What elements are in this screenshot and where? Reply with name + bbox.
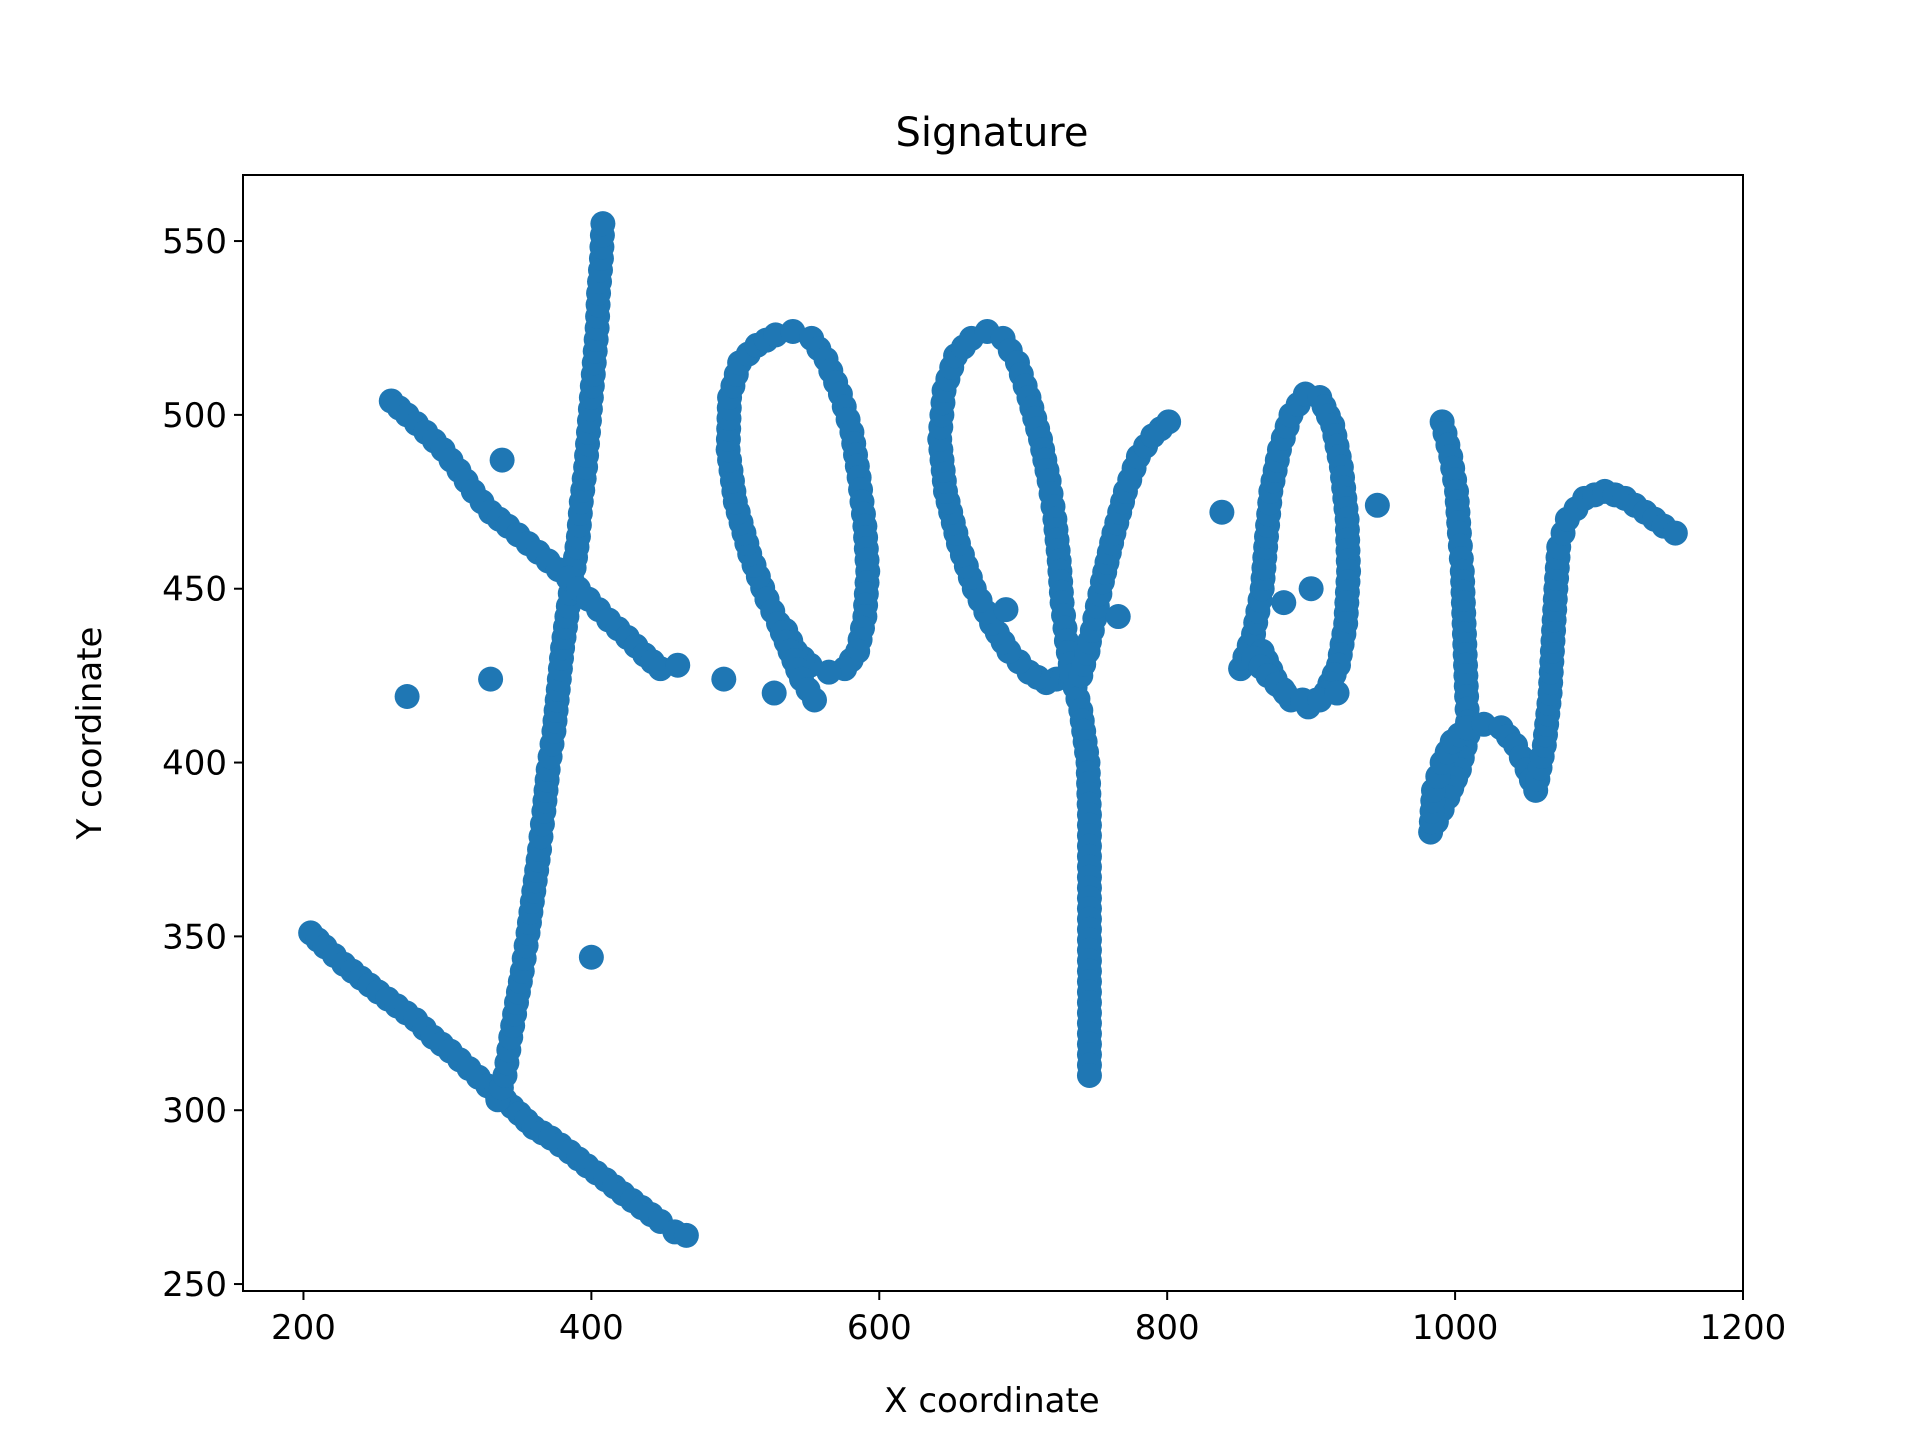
data-point	[590, 211, 616, 237]
data-point	[673, 1222, 699, 1248]
y-tick-label: 400	[162, 744, 227, 784]
chart-title: Signature	[896, 110, 1089, 156]
y-tick-label: 450	[162, 570, 227, 610]
y-axis-ticks: 250 300 350 400 450 500 550	[162, 222, 243, 1305]
data-point	[665, 652, 691, 678]
x-tick-label: 600	[847, 1308, 912, 1348]
y-tick-label: 500	[162, 396, 227, 436]
data-point	[711, 666, 737, 692]
data-point	[1271, 590, 1297, 616]
data-point	[1156, 409, 1182, 435]
data-point	[1662, 520, 1688, 546]
x-tick-label: 1000	[1412, 1308, 1499, 1348]
data-point	[1290, 687, 1316, 713]
y-tick-label: 250	[162, 1265, 227, 1305]
x-tick-label: 200	[271, 1308, 336, 1348]
data-point	[1298, 576, 1324, 602]
data-point	[489, 447, 515, 473]
data-points	[298, 211, 1688, 1248]
data-point	[1324, 680, 1350, 706]
y-axis-label: Y coordinate	[70, 627, 110, 841]
data-point	[801, 687, 827, 713]
data-point	[578, 944, 604, 970]
x-tick-label: 1200	[1700, 1308, 1787, 1348]
data-point	[993, 597, 1019, 623]
x-tick-label: 800	[1135, 1308, 1200, 1348]
y-tick-label: 550	[162, 222, 227, 262]
y-tick-label: 350	[162, 917, 227, 957]
data-point	[761, 680, 787, 706]
data-point	[1076, 1062, 1102, 1088]
data-point	[394, 683, 420, 709]
x-axis-label: X coordinate	[884, 1381, 1099, 1421]
data-point	[478, 666, 504, 692]
x-axis-ticks: 200 400 600 800 1000 1200	[271, 1291, 1786, 1348]
y-tick-label: 300	[162, 1091, 227, 1131]
data-point	[1364, 492, 1390, 518]
data-point	[1209, 499, 1235, 525]
plot-frame	[242, 174, 1744, 1292]
x-tick-label: 400	[559, 1308, 624, 1348]
data-point	[1105, 604, 1131, 630]
